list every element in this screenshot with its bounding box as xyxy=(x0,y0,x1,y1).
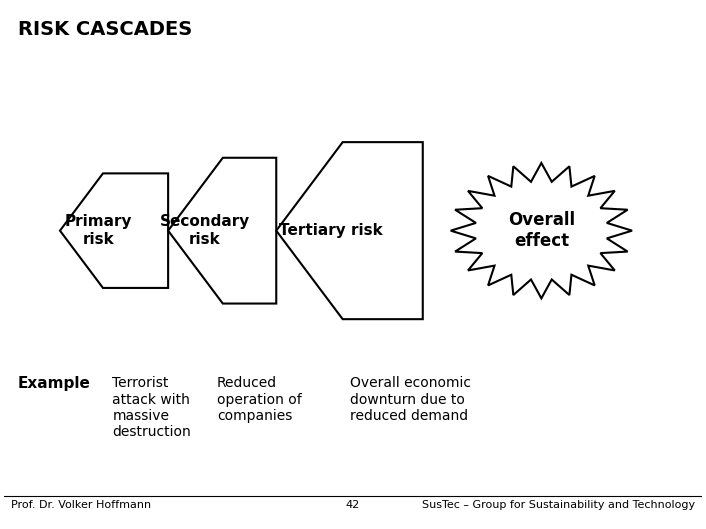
Text: Example: Example xyxy=(18,377,91,391)
Text: SusTec – Group for Sustainability and Technology: SusTec – Group for Sustainability and Te… xyxy=(421,500,695,510)
Text: 42: 42 xyxy=(346,500,360,510)
Polygon shape xyxy=(60,174,168,288)
Text: Terrorist
attack with
massive
destruction: Terrorist attack with massive destructio… xyxy=(112,377,191,439)
Polygon shape xyxy=(450,163,632,298)
Text: Primary
risk: Primary risk xyxy=(65,214,132,247)
Text: Prof. Dr. Volker Hoffmann: Prof. Dr. Volker Hoffmann xyxy=(11,500,151,510)
Text: Reduced
operation of
companies: Reduced operation of companies xyxy=(217,377,301,423)
Polygon shape xyxy=(276,142,423,319)
Text: Overall
effect: Overall effect xyxy=(508,211,575,250)
Polygon shape xyxy=(168,158,276,304)
Text: Secondary
risk: Secondary risk xyxy=(160,214,250,247)
Text: Overall economic
downturn due to
reduced demand: Overall economic downturn due to reduced… xyxy=(349,377,470,423)
Text: RISK CASCADES: RISK CASCADES xyxy=(18,20,192,39)
Text: Tertiary risk: Tertiary risk xyxy=(279,223,383,238)
